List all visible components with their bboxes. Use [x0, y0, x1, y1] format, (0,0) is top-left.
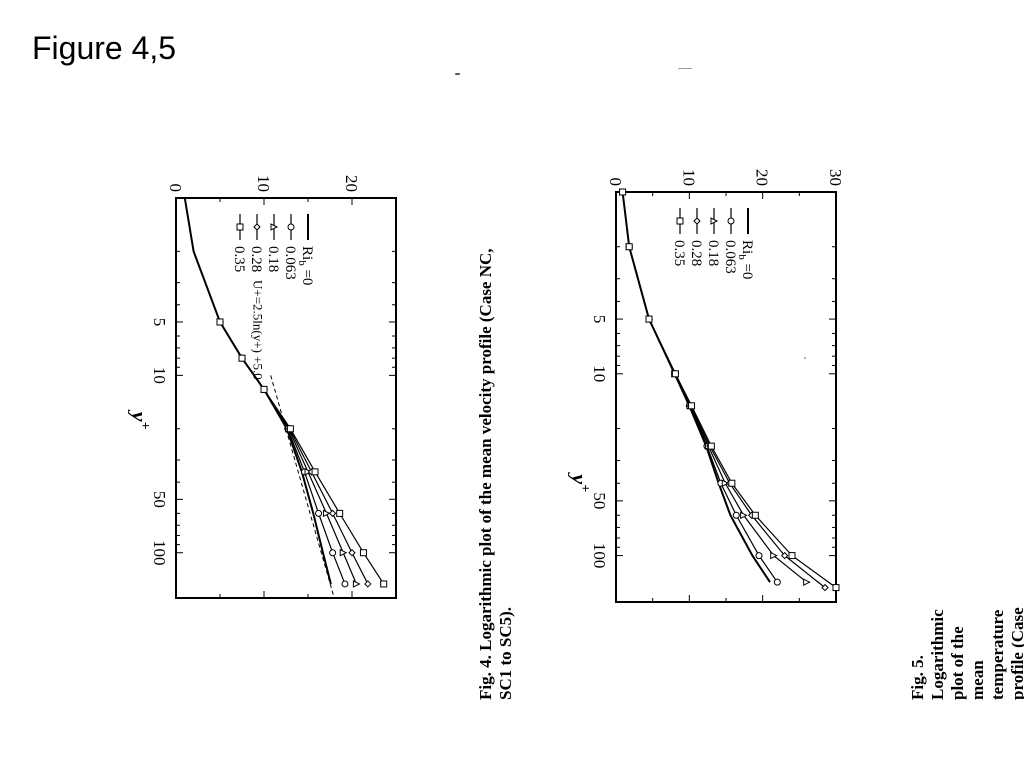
- data-point-square: [707, 442, 715, 450]
- legend-label: Rib =0: [296, 246, 315, 285]
- x-tick-label: 50: [590, 492, 609, 509]
- data-point-square: [236, 223, 244, 231]
- legend-label: 0.063: [722, 240, 738, 274]
- data-point-circle: [727, 217, 735, 225]
- y-tick-label: 20: [753, 169, 772, 186]
- data-point-square: [260, 385, 268, 393]
- data-point-square: [216, 318, 224, 326]
- data-point-diamond: [780, 551, 789, 560]
- x-axis-title-sup: +: [137, 422, 152, 430]
- x-tick-label: 10: [590, 365, 609, 382]
- data-point-circle: [287, 223, 295, 231]
- scan-speck: [804, 357, 806, 359]
- x-axis-title: y+: [568, 471, 592, 492]
- data-point-square: [688, 402, 696, 410]
- y-tick-label: 20: [342, 175, 361, 192]
- data-point-triangle: [710, 217, 719, 225]
- y-tick-label: 0: [166, 184, 185, 193]
- y-tick-label: 10: [254, 175, 273, 192]
- data-point-square: [238, 354, 246, 362]
- figure-5-caption: Fig. 5. Logarithmic plot of the mean tem…: [908, 607, 1024, 700]
- data-point-circle: [341, 580, 349, 588]
- data-point-square: [832, 584, 840, 592]
- data-point-square: [619, 188, 627, 196]
- y-tick-label: 10: [679, 169, 698, 186]
- data-point-square: [671, 370, 679, 378]
- data-point-diamond: [253, 223, 261, 231]
- data-point-circle: [773, 578, 781, 586]
- x-tick-label: 10: [150, 367, 169, 384]
- data-point-triangle: [352, 580, 361, 588]
- legend-label: 0.18: [705, 240, 721, 266]
- legend-label: 0.063: [282, 246, 298, 280]
- data-point-circle: [329, 549, 337, 557]
- data-point-triangle: [803, 578, 811, 586]
- data-point-diamond: [364, 580, 372, 588]
- data-point-triangle: [740, 511, 748, 520]
- data-point-diamond: [821, 583, 829, 592]
- legend-label-sub: b: [296, 260, 308, 266]
- scan-speck: [455, 73, 460, 75]
- legend-label: 0.18: [265, 246, 281, 272]
- data-point-square: [728, 479, 736, 487]
- data-point-circle: [755, 552, 763, 560]
- series-line: [622, 191, 837, 589]
- y-tick-label: 30: [826, 169, 845, 186]
- data-point-square: [311, 468, 319, 476]
- data-point-circle: [315, 509, 323, 517]
- legend-label: 0.35: [671, 240, 687, 266]
- data-point-square: [788, 552, 796, 560]
- legend-label-rest: =0: [739, 260, 755, 280]
- x-axis-title-sup: +: [577, 484, 592, 492]
- data-point-diamond: [693, 217, 701, 225]
- reference-line-label: U+=2.5ln(y+) +5.0: [250, 280, 265, 380]
- legend-label: Rib =0: [736, 240, 755, 279]
- x-tick-label: 100: [150, 540, 169, 566]
- data-point-triangle: [721, 479, 730, 488]
- data-point-triangle: [339, 548, 348, 557]
- data-point-diamond: [328, 509, 337, 518]
- series-line: [184, 197, 385, 585]
- data-point-square: [380, 580, 388, 588]
- legend-label: 0.28: [248, 246, 264, 272]
- data-point-triangle: [322, 509, 331, 518]
- x-tick-label: 5: [590, 315, 609, 324]
- y-tick-label: 0: [606, 178, 625, 187]
- plot-frame: [175, 197, 397, 599]
- legend-label: 0.35: [231, 246, 247, 272]
- legend-label-sub: b: [736, 254, 748, 260]
- data-point-square: [645, 315, 653, 323]
- legend-label-rest: =0: [299, 266, 315, 286]
- legend-label: 0.28: [688, 240, 704, 266]
- data-point-square: [286, 425, 294, 433]
- scan-speck: [678, 68, 692, 69]
- slide-title: Figure 4,5: [32, 30, 177, 66]
- data-point-triangle: [770, 551, 778, 560]
- data-point-square: [676, 217, 684, 225]
- data-point-square: [625, 243, 633, 251]
- data-point-triangle: [270, 223, 279, 231]
- reference-line: [270, 375, 335, 599]
- data-point-diamond: [348, 549, 356, 557]
- data-point-square: [359, 549, 367, 557]
- data-point-square: [336, 509, 344, 517]
- x-tick-label: 100: [590, 543, 609, 569]
- x-tick-label: 5: [150, 318, 169, 327]
- data-point-square: [751, 511, 759, 519]
- x-tick-label: 50: [150, 491, 169, 508]
- data-point-circle: [732, 511, 740, 519]
